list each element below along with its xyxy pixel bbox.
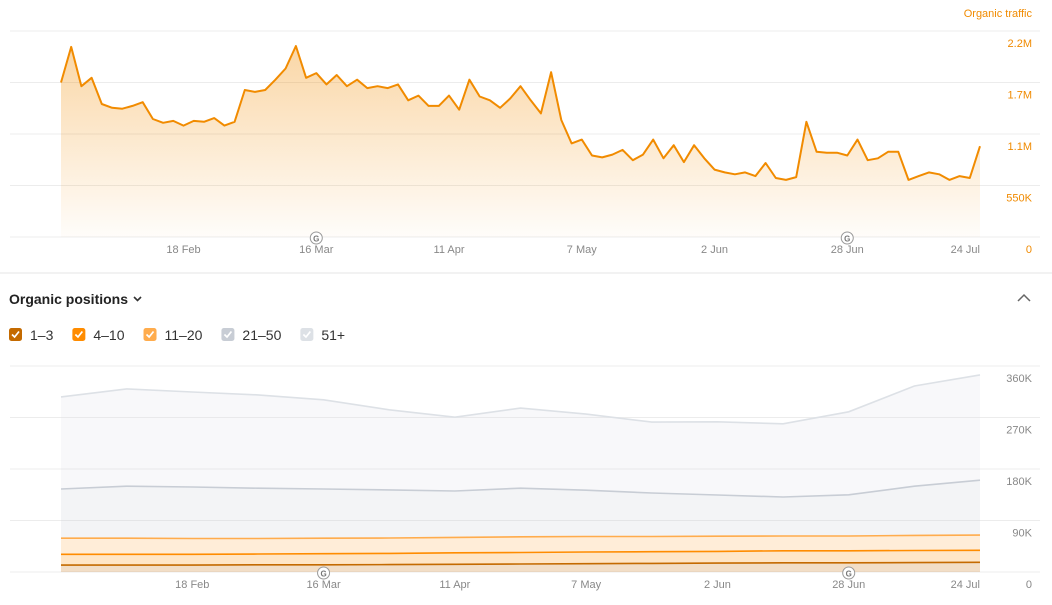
stack-area	[61, 374, 980, 497]
x-tick-label: 7 May	[567, 244, 597, 256]
legend-label: 11–20	[165, 327, 203, 343]
legend-checkbox	[143, 328, 157, 341]
x-tick-label: 24 Jul	[951, 244, 980, 256]
section-title[interactable]: Organic positions	[9, 291, 128, 307]
check-mark	[145, 330, 155, 339]
plot-area	[60, 45, 981, 237]
legend-label: Organic traffic	[964, 8, 1033, 20]
x-tick-label: 16 Mar	[306, 579, 341, 591]
update-marker	[317, 566, 331, 580]
check-mark	[302, 330, 312, 339]
collapse-button[interactable]	[1017, 293, 1031, 302]
x-tick-label: 28 Jun	[831, 244, 864, 256]
x-tick-label: 24 Jul	[951, 579, 980, 591]
update-marker-label: G	[320, 570, 326, 579]
y-tick-label: 180K	[1006, 476, 1032, 488]
legend-label: 4–10	[93, 327, 124, 343]
stack-area	[61, 480, 980, 539]
x-tick-label: 7 May	[571, 579, 601, 591]
y-tick-label: 270K	[1006, 425, 1032, 437]
legend-label: 51+	[321, 327, 345, 343]
update-marker	[840, 231, 854, 245]
x-tick-label: 16 Mar	[299, 244, 334, 256]
stack-line	[60, 479, 981, 498]
y-tick-label: 360K	[1006, 373, 1032, 385]
update-marker	[309, 231, 323, 245]
y-tick-label: 0	[1026, 244, 1032, 256]
stack-area	[61, 562, 980, 572]
legend-checkbox	[300, 328, 314, 341]
legend-item[interactable]: 51+	[300, 327, 345, 343]
y-tick-label: 1.1M	[1008, 141, 1032, 153]
plot-area	[60, 374, 981, 572]
check-mark	[11, 330, 20, 339]
update-marker-label: G	[846, 570, 852, 579]
update-marker	[842, 566, 856, 580]
legend-checkbox	[72, 328, 86, 341]
x-tick-label: 18 Feb	[166, 244, 200, 256]
legend-label: 1–3	[30, 327, 54, 343]
legend-item[interactable]: 21–50	[221, 327, 282, 343]
legend-label: 21–50	[242, 327, 281, 343]
x-tick-label: 11 Apr	[434, 244, 465, 256]
update-marker-label: G	[313, 235, 319, 244]
legend-item[interactable]: 4–10	[72, 327, 125, 343]
stack-line	[61, 534, 981, 540]
stack-line	[60, 374, 981, 425]
y-tick-label: 0	[1026, 579, 1032, 591]
check-mark	[223, 330, 233, 339]
y-tick-label: 90K	[1012, 528, 1032, 540]
x-tick-label: 18 Feb	[175, 579, 209, 591]
legend-item[interactable]: 1–3	[9, 327, 54, 343]
stack-line	[61, 561, 981, 566]
dropdown-chevron[interactable]	[133, 296, 142, 302]
x-tick-label: 28 Jun	[832, 579, 865, 591]
y-tick-label: 1.7M	[1008, 90, 1032, 102]
y-tick-label: 550K	[1006, 193, 1032, 205]
legend-item[interactable]: 11–20	[143, 327, 203, 343]
traffic-line	[60, 45, 981, 181]
stack-area	[61, 535, 980, 555]
y-tick-label: 2.2M	[1008, 38, 1032, 50]
stack-line	[61, 549, 981, 556]
x-tick-label: 11 Apr	[439, 579, 470, 591]
x-tick-label: 2 Jun	[704, 579, 731, 591]
legend-checkbox	[221, 328, 235, 341]
area-fill	[61, 46, 980, 237]
check-mark	[74, 330, 84, 339]
update-marker-label: G	[844, 235, 850, 244]
x-tick-label: 2 Jun	[701, 244, 728, 256]
legend-checkbox	[9, 328, 22, 341]
